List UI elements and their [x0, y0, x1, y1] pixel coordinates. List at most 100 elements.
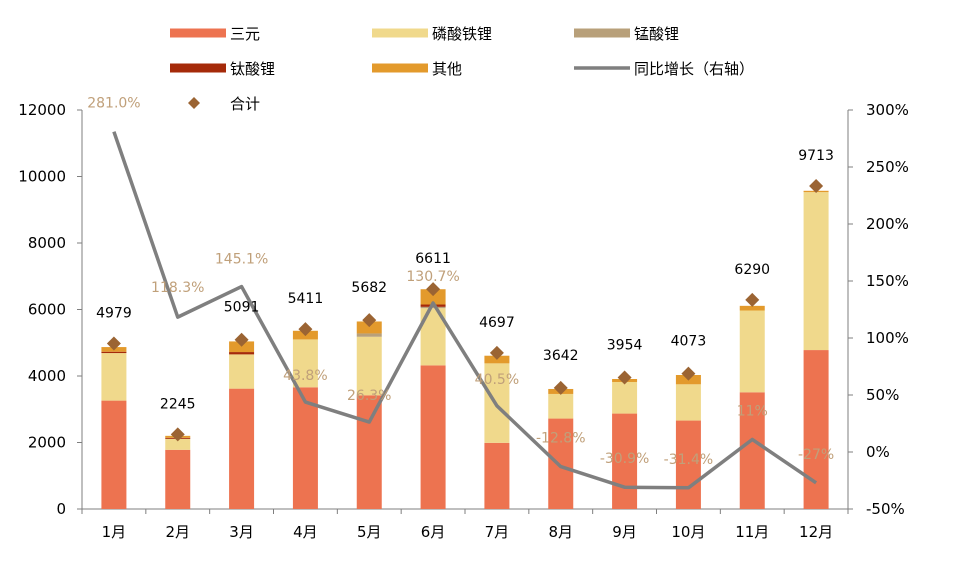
- total-label: 5682: [351, 280, 387, 296]
- growth-label: 281.0%: [87, 96, 140, 112]
- total-marker: [553, 380, 568, 395]
- y2-tick-label: 0%: [866, 443, 890, 461]
- bar-segment: [612, 413, 638, 509]
- legend-swatch: [170, 28, 226, 38]
- total-marker: [617, 370, 632, 385]
- growth-label: -30.9%: [600, 451, 650, 467]
- total-label: 5411: [288, 291, 324, 307]
- x-tick-label: 4月: [293, 523, 318, 541]
- total-marker: [234, 332, 249, 347]
- x-tick-label: 8月: [548, 523, 573, 541]
- bar-segment: [484, 442, 510, 509]
- total-marker: [362, 313, 377, 328]
- x-tick-label: 11月: [735, 523, 769, 541]
- growth-line-group: [112, 131, 818, 490]
- y-tick-label: 2000: [28, 434, 66, 452]
- bar-segment: [292, 387, 318, 509]
- data-labels: 4979 2245 5091 5411 5682 6611 4697 3642 3954 4073…: [87, 96, 834, 468]
- legend-swatch: [188, 97, 200, 109]
- legend-label: 磷酸铁锂: [432, 25, 492, 43]
- growth-label: 40.5%: [475, 372, 519, 388]
- total-label: 3954: [607, 338, 643, 354]
- bar-segment: [675, 420, 701, 509]
- growth-label: -31.4%: [664, 452, 714, 468]
- x-tick-label: 9月: [612, 523, 637, 541]
- y2-tick-label: 100%: [866, 329, 909, 347]
- bar-segment: [420, 306, 446, 309]
- bar-segment: [165, 438, 191, 450]
- legend-label: 三元: [230, 25, 260, 43]
- total-marker: [745, 292, 760, 307]
- x-tick-label: 12月: [799, 523, 833, 541]
- total-label: 4073: [671, 334, 707, 350]
- x-tick-label: 6月: [421, 523, 446, 541]
- legend-swatch: [372, 28, 428, 38]
- total-marker: [298, 322, 313, 337]
- total-marker: [170, 427, 185, 442]
- bar-segment: [739, 392, 765, 509]
- bar-segment: [739, 310, 765, 393]
- bar-segment: [356, 395, 382, 509]
- y-tick-label: 8000: [28, 234, 66, 252]
- bar-segment: [165, 449, 191, 509]
- bar-segment: [101, 353, 127, 401]
- legend-label: 同比增长（右轴）: [634, 60, 754, 78]
- x-tick-label: 7月: [485, 523, 510, 541]
- total-marker: [106, 336, 121, 351]
- y2-tick-label: 150%: [866, 272, 909, 290]
- y2-tick-label: 250%: [866, 158, 909, 176]
- axes: 0 2000 4000 6000 8000 10000 12000 -50% 0% 50% 100%…: [18, 101, 909, 541]
- x-tick-label: 1月: [102, 523, 127, 541]
- bar-segment: [229, 341, 255, 353]
- bar-segment: [548, 393, 574, 419]
- x-tick-label: 2月: [165, 523, 190, 541]
- y-tick-label: 10000: [18, 168, 66, 186]
- legend-label: 钛酸锂: [230, 60, 275, 78]
- bar-segment: [548, 418, 574, 509]
- total-marker: [489, 345, 504, 360]
- bar-segment: [229, 388, 255, 509]
- legend-label: 其他: [432, 60, 462, 78]
- y2-tick-label: 50%: [866, 386, 899, 404]
- bar-segment: [101, 400, 127, 509]
- legend-label: 合计: [230, 95, 260, 113]
- bar-segment: [356, 333, 382, 337]
- y2-tick-label: -50%: [866, 500, 905, 518]
- legend-swatch: [170, 63, 226, 73]
- bar-segment: [356, 321, 382, 334]
- y2-tick-label: 200%: [866, 215, 909, 233]
- bar-segment: [612, 381, 638, 414]
- total-label: 6290: [734, 262, 770, 278]
- total-label: 3642: [543, 348, 579, 364]
- bar-segment: [420, 365, 446, 509]
- total-label: 2245: [160, 396, 196, 412]
- y-tick-label: 12000: [18, 101, 66, 119]
- y-tick-label: 4000: [28, 367, 66, 385]
- growth-label: 145.1%: [215, 252, 268, 268]
- growth-label: -27%: [798, 447, 834, 463]
- total-label: 6611: [415, 251, 451, 267]
- growth-label: 118.3%: [151, 280, 204, 296]
- bar-segment: [101, 351, 127, 354]
- growth-line: [112, 131, 818, 490]
- bar-segment: [739, 305, 765, 311]
- growth-label: 26.3%: [347, 388, 391, 404]
- total-label: 4979: [96, 305, 132, 321]
- total-label: 4697: [479, 315, 515, 331]
- x-tick-label: 5月: [357, 523, 382, 541]
- bar-segment: [292, 339, 318, 388]
- growth-label: -12.8%: [536, 431, 586, 447]
- bar-segment: [803, 192, 829, 351]
- bar-segment: [229, 352, 255, 355]
- growth-label: 43.8%: [283, 368, 327, 384]
- bar-segment: [675, 384, 701, 421]
- total-marker: [809, 179, 824, 194]
- y-tick-label: 6000: [28, 301, 66, 319]
- y-tick-label: 0: [56, 500, 66, 518]
- total-label: 5091: [224, 300, 260, 316]
- y2-tick-label: 300%: [866, 101, 909, 119]
- x-tick-label: 3月: [229, 523, 254, 541]
- total-markers: [106, 179, 824, 442]
